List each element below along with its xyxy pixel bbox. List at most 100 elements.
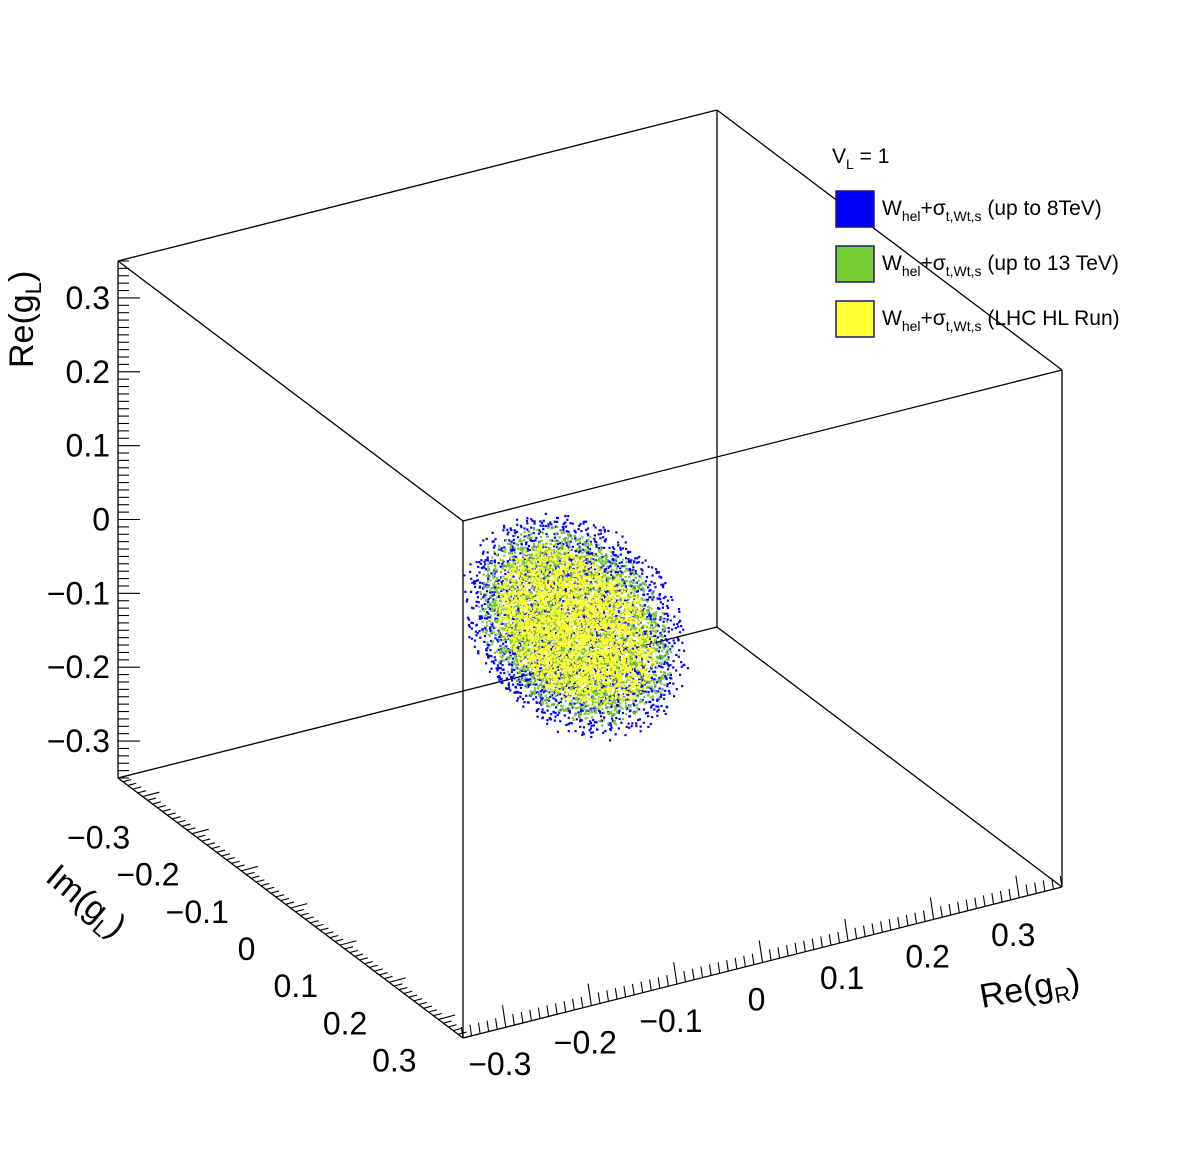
data-point bbox=[518, 668, 522, 671]
data-point bbox=[555, 662, 558, 665]
data-point bbox=[566, 537, 569, 540]
data-point bbox=[622, 647, 625, 650]
data-point bbox=[568, 533, 571, 536]
data-point bbox=[499, 558, 502, 561]
data-point bbox=[626, 634, 629, 638]
data-point bbox=[517, 548, 520, 551]
data-point bbox=[508, 651, 511, 654]
data-point bbox=[666, 599, 670, 602]
data-point bbox=[576, 670, 579, 673]
data-point bbox=[600, 558, 603, 561]
data-point bbox=[487, 585, 491, 588]
data-point bbox=[492, 546, 496, 549]
data-point bbox=[582, 733, 585, 736]
data-point bbox=[512, 538, 515, 541]
data-point bbox=[630, 725, 633, 728]
data-point bbox=[522, 705, 525, 708]
data-point bbox=[629, 561, 632, 564]
data-point bbox=[615, 615, 618, 618]
data-point bbox=[496, 554, 499, 557]
data-point bbox=[548, 621, 551, 624]
data-point bbox=[649, 630, 652, 633]
data-point bbox=[586, 663, 589, 666]
data-point bbox=[597, 709, 601, 712]
data-point bbox=[504, 572, 507, 576]
data-point bbox=[589, 581, 592, 584]
data-point bbox=[492, 598, 495, 602]
data-point bbox=[607, 697, 610, 700]
data-point bbox=[550, 585, 553, 588]
data-point bbox=[549, 542, 552, 546]
data-point bbox=[659, 642, 662, 645]
data-point bbox=[634, 589, 637, 592]
data-point bbox=[652, 688, 655, 691]
data-point bbox=[617, 700, 620, 703]
data-point bbox=[489, 614, 492, 617]
data-point bbox=[506, 626, 509, 629]
data-point bbox=[511, 617, 514, 620]
data-point bbox=[587, 534, 590, 537]
data-point bbox=[568, 709, 571, 713]
data-point bbox=[550, 599, 553, 603]
data-point bbox=[581, 709, 584, 712]
data-point bbox=[627, 560, 631, 564]
data-point bbox=[555, 564, 558, 567]
data-point bbox=[549, 570, 552, 574]
data-point bbox=[602, 574, 606, 577]
data-point bbox=[659, 631, 662, 635]
data-point bbox=[563, 571, 566, 575]
data-point bbox=[562, 688, 565, 691]
data-point bbox=[532, 532, 535, 535]
data-point bbox=[533, 610, 536, 613]
data-point bbox=[611, 712, 614, 716]
data-point bbox=[657, 642, 660, 645]
data-point bbox=[571, 704, 574, 707]
data-point bbox=[526, 701, 529, 704]
data-point bbox=[581, 555, 584, 558]
data-point bbox=[575, 712, 578, 715]
data-point bbox=[582, 520, 585, 523]
data-point bbox=[559, 559, 562, 562]
data-point bbox=[612, 683, 615, 686]
data-point bbox=[516, 518, 519, 521]
data-point bbox=[623, 639, 626, 642]
data-point bbox=[592, 701, 595, 704]
data-point bbox=[531, 675, 534, 678]
data-point bbox=[540, 580, 543, 583]
data-point bbox=[569, 647, 572, 650]
data-point bbox=[495, 602, 499, 606]
data-point bbox=[636, 594, 640, 597]
data-point bbox=[532, 557, 535, 560]
data-point bbox=[667, 665, 670, 668]
data-point bbox=[494, 565, 497, 568]
data-point bbox=[668, 682, 671, 685]
data-point bbox=[556, 676, 559, 679]
data-point bbox=[571, 522, 574, 525]
data-point bbox=[490, 655, 493, 658]
data-point bbox=[559, 700, 562, 704]
data-point bbox=[628, 704, 631, 707]
data-point bbox=[655, 705, 658, 708]
data-point bbox=[667, 649, 671, 652]
data-point bbox=[674, 627, 677, 630]
data-point bbox=[528, 663, 532, 666]
data-point bbox=[601, 691, 604, 695]
data-point bbox=[490, 660, 493, 663]
data-point bbox=[632, 601, 635, 604]
data-point bbox=[615, 624, 618, 627]
data-point bbox=[661, 666, 664, 669]
data-point bbox=[575, 642, 578, 645]
data-point bbox=[650, 580, 653, 583]
data-point bbox=[567, 585, 570, 588]
data-point bbox=[635, 581, 638, 584]
data-point bbox=[491, 556, 494, 559]
data-point bbox=[636, 590, 639, 593]
data-point bbox=[661, 689, 664, 692]
data-point bbox=[656, 699, 659, 702]
data-point bbox=[613, 547, 616, 550]
data-point bbox=[623, 581, 626, 585]
data-point bbox=[601, 684, 604, 687]
data-point bbox=[551, 539, 554, 542]
data-point bbox=[658, 677, 661, 680]
